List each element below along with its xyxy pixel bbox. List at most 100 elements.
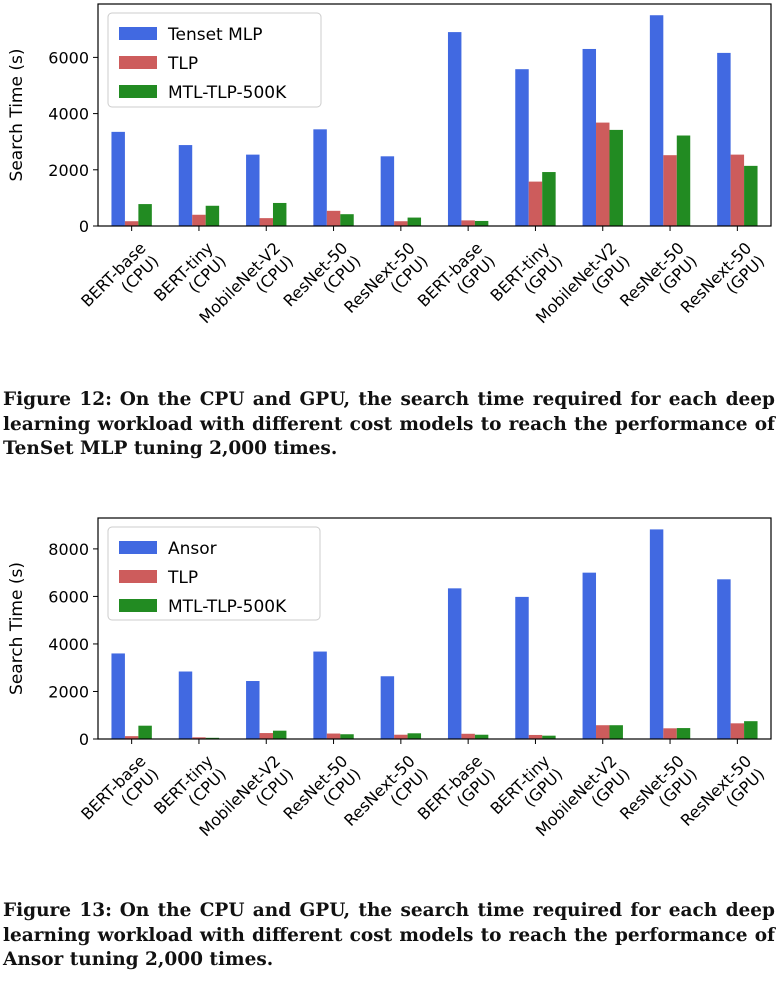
bar-tlp	[528, 181, 543, 226]
bar-mtl-tlp-500k	[340, 214, 354, 226]
bar-tlp	[259, 218, 273, 226]
legend-swatch	[119, 85, 157, 98]
bar-ansor	[380, 676, 395, 739]
y-tick-label: 0	[79, 217, 89, 236]
bar-tlp	[663, 728, 677, 739]
legend-swatch	[119, 56, 157, 69]
x-tick-label: ResNext-50(CPU)	[340, 751, 431, 842]
bar-tlp	[192, 737, 206, 739]
legend-swatch	[119, 541, 157, 554]
bar-mtl-tlp-500k	[407, 217, 422, 226]
y-tick-label: 0	[79, 730, 89, 749]
caption-text: On the CPU and GPU, the search time requ…	[3, 900, 775, 970]
bar-mtl-tlp-500k	[474, 220, 489, 226]
legend-label: TLP	[167, 54, 198, 74]
bar-mtl-tlp-500k	[542, 172, 556, 226]
bar-tlp	[394, 734, 408, 739]
bar-ansor	[447, 588, 462, 739]
bar-mtl-tlp-500k	[744, 165, 758, 226]
caption-text: On the CPU and GPU, the search time requ…	[3, 389, 775, 459]
bar-ansor	[178, 671, 193, 739]
bar-tenset-mlp	[178, 145, 193, 226]
bar-chart-tenset-mlp: Search Time (s) 0 2000 4000 6000 BERT-base(CP…	[7, 3, 772, 329]
x-tick-label: ResNext-50(GPU)	[677, 751, 768, 842]
bar-mtl-tlp-500k	[205, 205, 220, 226]
bar-ansor	[313, 651, 327, 739]
y-tick-label: 2000	[48, 161, 89, 180]
bar-mtl-tlp-500k	[744, 721, 758, 739]
bar-tenset-mlp	[717, 52, 731, 226]
bar-tlp	[596, 122, 610, 226]
bar-tlp	[461, 733, 475, 739]
bar-mtl-tlp-500k	[272, 730, 287, 739]
bar-tenset-mlp	[246, 154, 260, 226]
bar-tenset-mlp	[447, 32, 462, 227]
bar-mtl-tlp-500k	[474, 734, 489, 739]
figure-caption: Figure 12: On the CPU and GPU, the searc…	[3, 388, 775, 462]
bar-tlp	[326, 733, 341, 739]
legend-swatch	[119, 570, 157, 583]
bar-mtl-tlp-500k	[609, 725, 623, 739]
legend-swatch	[119, 27, 157, 40]
y-tick-label: 4000	[48, 635, 89, 654]
y-tick-label: 4000	[48, 105, 89, 124]
bar-tlp	[124, 221, 139, 226]
x-tick-label: BERT-base(GPU)	[414, 238, 499, 323]
bar-tlp	[394, 221, 408, 226]
x-tick-label: ResNext-50(GPU)	[677, 238, 768, 329]
bar-mtl-tlp-500k	[272, 202, 287, 226]
bar-tlp	[663, 155, 677, 226]
legend-swatch	[119, 599, 157, 612]
bar-tlp	[192, 214, 206, 226]
x-tick-label: BERT-base(GPU)	[414, 751, 499, 836]
bar-mtl-tlp-500k	[340, 734, 354, 739]
bar-ansor	[246, 681, 260, 739]
figure-caption: Figure 13: On the CPU and GPU, the searc…	[3, 899, 775, 973]
y-tick-label: 8000	[48, 540, 89, 559]
bar-ansor	[717, 579, 731, 739]
y-tick-label: 2000	[48, 682, 89, 701]
plot-frame	[97, 3, 772, 227]
bar-mtl-tlp-500k	[138, 725, 152, 739]
bar-ansor	[582, 572, 597, 739]
y-axis-label: Search Time (s)	[7, 49, 27, 182]
bar-chart-ansor: Search Time (s) 0 2000 4000 6000 8000 BERT-bas…	[7, 517, 772, 842]
x-tick-label: BERT-base(CPU)	[77, 238, 162, 323]
bar-mtl-tlp-500k	[407, 733, 422, 739]
bar-mtl-tlp-500k	[676, 135, 691, 226]
bar-tlp	[326, 210, 341, 226]
bar-tenset-mlp	[380, 156, 395, 226]
bar-ansor	[649, 529, 664, 739]
bar-tenset-mlp	[515, 69, 529, 226]
bar-tlp	[528, 734, 543, 739]
bar-mtl-tlp-500k	[609, 129, 623, 226]
bar-tlp	[259, 733, 273, 739]
legend-label: Ansor	[168, 539, 217, 559]
y-tick-label: 6000	[48, 587, 89, 606]
bar-mtl-tlp-500k	[138, 204, 152, 226]
bar-mtl-tlp-500k	[676, 728, 691, 739]
plot-frame	[97, 517, 772, 740]
caption-label: Figure 12:	[3, 389, 112, 410]
bar-tlp	[730, 154, 745, 226]
bar-tenset-mlp	[313, 129, 327, 226]
x-tick-label: BERT-base(CPU)	[77, 751, 162, 836]
bar-ansor	[515, 596, 529, 739]
bar-tlp	[730, 723, 745, 739]
legend-box	[107, 12, 322, 108]
bar-tenset-mlp	[582, 48, 597, 227]
bar-tenset-mlp	[111, 131, 125, 226]
legend-label: Tenset MLP	[167, 25, 263, 45]
y-axis-label: Search Time (s)	[7, 562, 27, 695]
bar-tlp	[124, 736, 139, 739]
legend-label: MTL-TLP-500K	[168, 83, 287, 103]
bar-ansor	[111, 653, 125, 739]
legend-label: MTL-TLP-500K	[168, 597, 287, 617]
bar-mtl-tlp-500k	[542, 735, 556, 739]
x-tick-label: ResNext-50(CPU)	[340, 238, 431, 329]
caption-label: Figure 13:	[3, 900, 112, 921]
legend-label: TLP	[167, 568, 198, 588]
bar-tlp	[596, 725, 610, 739]
legend-box	[107, 526, 321, 621]
bar-tenset-mlp	[649, 15, 664, 226]
